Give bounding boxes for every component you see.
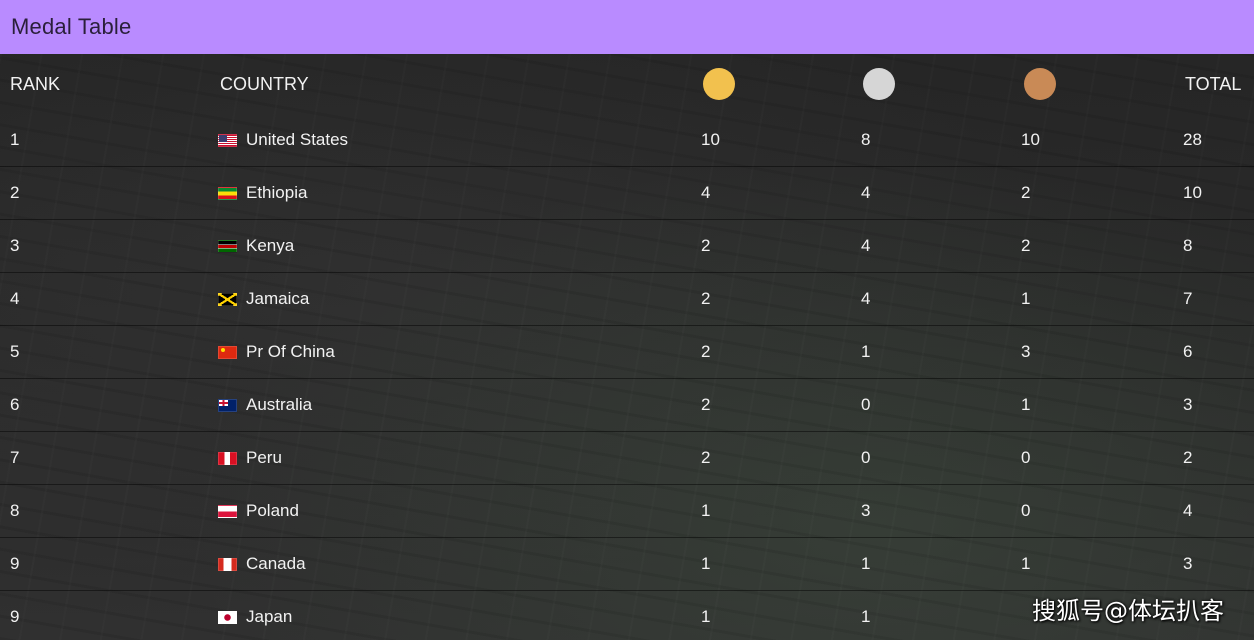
- country-name: Jamaica: [246, 289, 310, 308]
- bronze-count: 3: [1021, 342, 1031, 361]
- page-title: Medal Table: [11, 14, 132, 39]
- rank-cell: 5: [10, 342, 20, 361]
- poland-flag-icon: [218, 504, 237, 518]
- australia-flag-icon: [218, 398, 237, 412]
- total-count: 3: [1183, 395, 1193, 414]
- silver-count: 1: [861, 342, 871, 361]
- watermark: 搜狐号@体坛扒客: [1032, 597, 1224, 625]
- gold-count: 2: [701, 236, 711, 255]
- table-row[interactable]: 3 Kenya 2 4 2 8: [0, 220, 1254, 273]
- country-name: Japan: [246, 607, 293, 626]
- china-flag-icon: [218, 345, 237, 359]
- us-flag-icon: [218, 133, 237, 147]
- gold-count: 10: [701, 130, 720, 149]
- country-name: Pr Of China: [246, 342, 335, 361]
- country-cell[interactable]: United States: [218, 130, 348, 150]
- country-name: Canada: [246, 554, 306, 573]
- gold-count: 2: [701, 395, 711, 414]
- total-count: 28: [1183, 130, 1202, 149]
- country-name: Australia: [246, 395, 313, 414]
- country-cell[interactable]: Pr Of China: [218, 342, 335, 362]
- canada-flag-icon: [218, 557, 237, 571]
- gold-count: 1: [701, 554, 711, 573]
- country-name: Peru: [246, 448, 282, 467]
- total-count: 2: [1183, 448, 1193, 467]
- rank-cell: 8: [10, 501, 20, 520]
- gold-count: 2: [701, 448, 711, 467]
- table-row[interactable]: 5 Pr Of China 2 1 3 6: [0, 326, 1254, 379]
- country-cell[interactable]: Jamaica: [218, 289, 309, 309]
- rank-cell: 4: [10, 289, 20, 308]
- kenya-flag-icon: [218, 239, 237, 253]
- jamaica-flag-icon: [218, 292, 237, 306]
- table-row[interactable]: 9 Canada 1 1 1 3: [0, 538, 1254, 591]
- silver-count: 1: [861, 607, 871, 626]
- total-count: 8: [1183, 236, 1193, 255]
- bronze-count: 0: [1021, 501, 1031, 520]
- gold-count: 2: [701, 342, 711, 361]
- bronze-count: 1: [1021, 395, 1031, 414]
- bronze-medal-icon[interactable]: [1024, 68, 1056, 100]
- gold-count: 1: [701, 501, 711, 520]
- rank-cell: 9: [10, 607, 20, 626]
- total-count: 10: [1183, 183, 1202, 202]
- country-cell[interactable]: Peru: [218, 448, 282, 468]
- table-header-row: RANK COUNTRY TOTAL: [0, 54, 1254, 114]
- rank-cell: 3: [10, 236, 20, 255]
- bronze-count: 2: [1021, 183, 1031, 202]
- bronze-count: 0: [1021, 448, 1031, 467]
- table-row[interactable]: 6 Australia 2 0 1 3: [0, 379, 1254, 432]
- japan-flag-icon: [218, 610, 237, 624]
- country-cell[interactable]: Ethiopia: [218, 183, 307, 203]
- silver-count: 1: [861, 554, 871, 573]
- silver-count: 8: [861, 130, 871, 149]
- total-count: 4: [1183, 501, 1193, 520]
- silver-count: 0: [861, 448, 871, 467]
- table-row[interactable]: 7 Peru 2 0 0 2: [0, 432, 1254, 485]
- country-name: Poland: [246, 501, 299, 520]
- total-count: 3: [1183, 554, 1193, 573]
- table-row[interactable]: 2 Ethiopia 4 4 2 10: [0, 167, 1254, 220]
- rank-cell: 6: [10, 395, 20, 414]
- medal-table: RANK COUNTRY TOTAL 1 United States 10 8 10 28…: [0, 54, 1254, 640]
- table-row[interactable]: 9 Japan 1 1: [0, 591, 1254, 640]
- rank-cell: 9: [10, 554, 20, 573]
- gold-count: 1: [701, 607, 711, 626]
- silver-count: 0: [861, 395, 871, 414]
- title-bar: Medal Table: [0, 0, 1254, 54]
- bronze-count: 1: [1021, 289, 1031, 308]
- bronze-count: 1: [1021, 554, 1031, 573]
- ethiopia-flag-icon: [218, 186, 237, 200]
- country-cell[interactable]: Kenya: [218, 236, 294, 256]
- total-count: 7: [1183, 289, 1193, 308]
- silver-count: 4: [861, 183, 871, 202]
- gold-medal-icon[interactable]: [703, 68, 735, 100]
- rank-cell: 7: [10, 448, 20, 467]
- bronze-count: 2: [1021, 236, 1031, 255]
- country-name: United States: [246, 130, 349, 149]
- gold-count: 2: [701, 289, 711, 308]
- country-column-header[interactable]: COUNTRY: [220, 73, 309, 94]
- rank-cell: 2: [10, 183, 20, 202]
- total-column-header[interactable]: TOTAL: [1185, 73, 1242, 94]
- table-row[interactable]: 8 Poland 1 3 0 4: [0, 485, 1254, 538]
- silver-count: 4: [861, 289, 871, 308]
- silver-medal-icon[interactable]: [863, 68, 895, 100]
- table-row[interactable]: 1 United States 10 8 10 28: [0, 114, 1254, 167]
- country-cell[interactable]: Japan: [218, 607, 292, 627]
- table-row[interactable]: 4 Jamaica 2 4 1 7: [0, 273, 1254, 326]
- silver-count: 3: [861, 501, 871, 520]
- total-count: 6: [1183, 342, 1193, 361]
- peru-flag-icon: [218, 451, 237, 465]
- silver-count: 4: [861, 236, 871, 255]
- country-cell[interactable]: Canada: [218, 554, 306, 574]
- country-name: Ethiopia: [246, 183, 308, 202]
- gold-count: 4: [701, 183, 711, 202]
- rank-cell: 1: [10, 130, 20, 149]
- country-cell[interactable]: Australia: [218, 395, 312, 415]
- rank-column-header[interactable]: RANK: [10, 73, 61, 94]
- bronze-count: 10: [1021, 130, 1040, 149]
- country-cell[interactable]: Poland: [218, 501, 299, 521]
- country-name: Kenya: [246, 236, 295, 255]
